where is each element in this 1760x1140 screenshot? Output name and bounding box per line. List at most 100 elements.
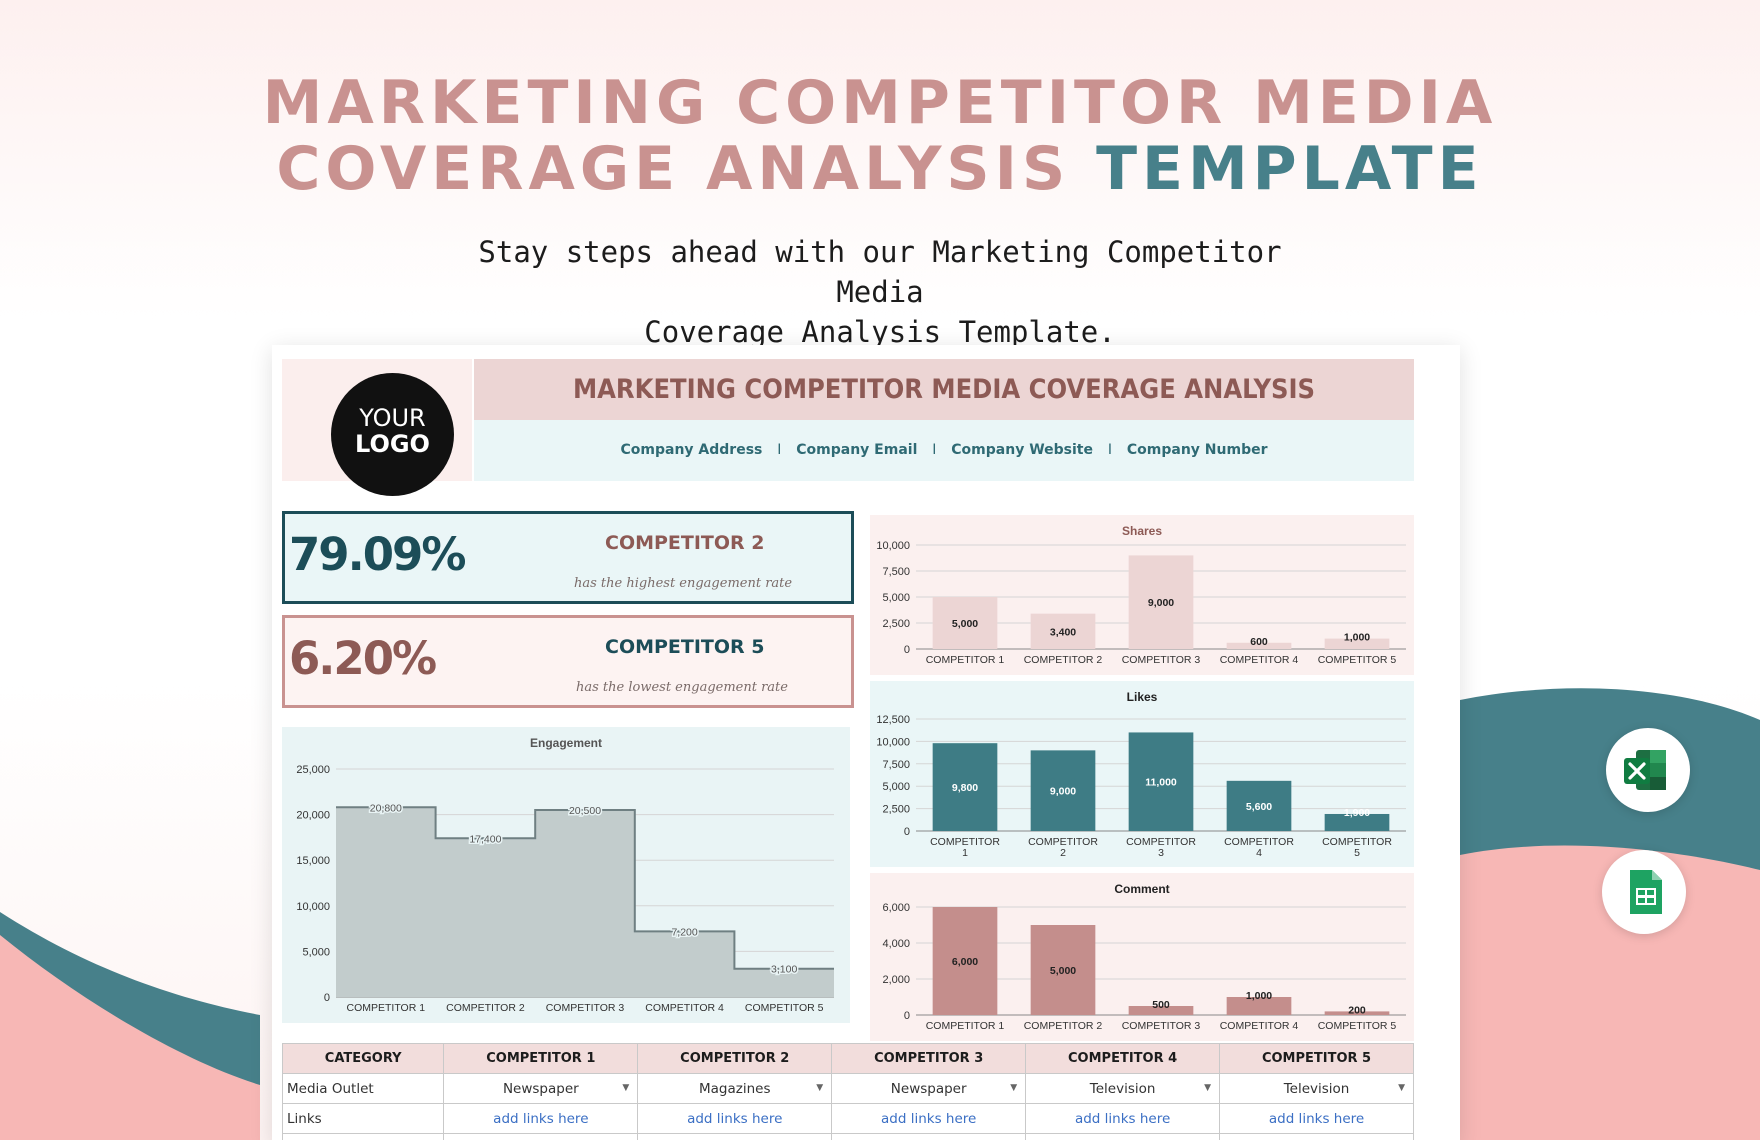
bar (932, 907, 998, 1015)
add-links-link[interactable]: add links here (1219, 1103, 1414, 1134)
bar (1324, 1011, 1390, 1015)
bar (1226, 642, 1292, 649)
chart-svg: Shares 0 2,500 5,000 7,500 10,000 5,000 3,400 9,… (870, 515, 1414, 675)
y-tick-label: 0 (904, 1010, 910, 1022)
bar (1030, 750, 1096, 831)
x-tick-label: COMPETITOR 5 (1318, 654, 1397, 666)
y-tick-label: 2,000 (882, 974, 910, 986)
x-tick-label: COMPETITOR 2 (446, 1002, 525, 1014)
x-tick-label: COMPETITOR 3 (1122, 1020, 1201, 1032)
data-label: 3,400 (1050, 626, 1076, 638)
media-outlet-select[interactable]: Magazines ▼ (637, 1073, 833, 1104)
y-tick-label: 4,000 (882, 938, 910, 950)
dropdown-caret-icon[interactable]: ▼ (1010, 1083, 1018, 1093)
hero-title-line2a: COVERAGE ANALYSIS (276, 134, 1071, 204)
select-value: Magazines (699, 1080, 771, 1097)
bar (1324, 638, 1390, 649)
kpi-competitor: COMPETITOR 5 (605, 636, 765, 658)
chart-svg: Engagement 0 5,000 10,000 15,000 20,000 25,000… (282, 727, 850, 1023)
data-label: 5,000 (952, 618, 978, 630)
separator: I (777, 442, 782, 458)
bar (1128, 1006, 1194, 1015)
bar (1030, 925, 1096, 1015)
dropdown-caret-icon[interactable]: ▼ (622, 1083, 630, 1093)
chart-title: Engagement (530, 736, 602, 750)
google-sheets-badge[interactable] (1602, 850, 1686, 934)
engagement-area (336, 807, 834, 997)
y-tick-label: 5,000 (882, 781, 910, 793)
media-outlet-select[interactable]: Television ▼ (1219, 1073, 1414, 1104)
y-tick-label: 0 (904, 826, 910, 838)
add-links-link[interactable]: add links here (1025, 1103, 1221, 1134)
data-label: 5,600 (1246, 801, 1272, 813)
competitor-table: CATEGORY COMPETITOR 1 COMPETITOR 2 COMPE… (281, 1043, 1414, 1140)
excel-badge[interactable] (1606, 728, 1690, 812)
kpi-value: 79.09% (289, 528, 466, 581)
y-tick-label: 7,500 (882, 566, 910, 578)
dropdown-caret-icon[interactable]: ▼ (816, 1083, 824, 1093)
media-outlet-select[interactable]: Newspaper ▼ (831, 1073, 1027, 1104)
engagement-chart: Engagement 0 5,000 10,000 15,000 20,000 25,000… (282, 727, 850, 1023)
y-tick-label: 20,000 (296, 810, 330, 822)
y-tick-label: 10,000 (296, 901, 330, 913)
x-tick-label: COMPETITOR (1224, 836, 1294, 848)
y-tick-label: 2,500 (882, 804, 910, 816)
add-links-link[interactable]: add links here (831, 1103, 1027, 1134)
row-category: Links (281, 1103, 445, 1134)
shares-chart: Shares 0 2,500 5,000 7,500 10,000 5,000 3,400 9,… (870, 515, 1414, 675)
excel-icon (1624, 750, 1666, 790)
column-header: CATEGORY (281, 1043, 445, 1074)
x-tick-label: COMPETITOR (930, 836, 1000, 848)
media-outlet-select[interactable]: Newspaper ▼ (443, 1073, 639, 1104)
x-tick-label: COMPETITOR 2 (1024, 654, 1103, 666)
engagement-line (336, 806, 834, 970)
separator: I (932, 442, 937, 458)
y-tick-label: 15,000 (296, 855, 330, 867)
table-row: Links add links here add links here add … (281, 1103, 1414, 1134)
add-links-link[interactable]: add links here (637, 1103, 833, 1134)
y-tick-label: 12,500 (876, 714, 910, 726)
x-tick-label: 1 (962, 847, 968, 859)
media-outlet-select[interactable]: Television ▼ (1025, 1073, 1221, 1104)
column-header: COMPETITOR 4 (1025, 1043, 1221, 1074)
select-value: Newspaper (890, 1080, 967, 1097)
data-label: 3,100 (771, 964, 797, 976)
comment-chart: Comment 0 2,000 4,000 6,000 6,000 5,000 500 1,00… (870, 873, 1414, 1041)
x-tick-label: COMPETITOR 1 (347, 1002, 426, 1014)
x-tick-label: 4 (1256, 847, 1262, 859)
data-label: 200 (1348, 1004, 1366, 1016)
dropdown-caret-icon[interactable]: ▼ (1398, 1083, 1405, 1093)
data-label: 9,000 (1148, 597, 1174, 609)
column-header: COMPETITOR 3 (831, 1043, 1027, 1074)
data-label: 5,000 (1050, 965, 1076, 977)
x-tick-label: COMPETITOR 3 (1122, 654, 1201, 666)
x-tick-label: COMPETITOR 5 (1318, 1020, 1397, 1032)
bar (932, 743, 998, 831)
x-tick-label: COMPETITOR 3 (546, 1002, 625, 1014)
select-value: Television (1283, 1080, 1350, 1097)
bar (1226, 780, 1292, 831)
add-links-link[interactable]: add links here (443, 1103, 639, 1134)
select-value: Newspaper (502, 1080, 579, 1097)
x-tick-label: 3 (1158, 847, 1164, 859)
bar (1030, 613, 1096, 649)
data-label: 7,200 (671, 926, 697, 938)
kpi-description: has the highest engagement rate (574, 576, 793, 591)
x-tick-label: COMPETITOR (1322, 836, 1392, 848)
likes-chart: Likes 0 2,500 5,000 7,500 10,000 12,500 9,800 9,… (870, 681, 1414, 867)
y-tick-label: 2,500 (882, 618, 910, 630)
x-tick-label: 5 (1354, 847, 1360, 859)
chart-svg: Comment 0 2,000 4,000 6,000 6,000 5,000 500 1,00… (870, 873, 1414, 1041)
hero-subtitle-line2: Coverage Analysis Template. (644, 315, 1116, 349)
bar (1226, 997, 1292, 1015)
data-label: 600 (1250, 636, 1268, 648)
dropdown-caret-icon[interactable]: ▼ (1204, 1083, 1212, 1093)
column-header: COMPETITOR 2 (637, 1043, 833, 1074)
x-tick-label: COMPETITOR 5 (745, 1002, 824, 1014)
y-tick-label: 7,500 (882, 759, 910, 771)
kpi-lowest-engagement: 6.20% COMPETITOR 5 has the lowest engage… (282, 615, 854, 708)
logo-cell: YOUR LOGO (282, 359, 472, 496)
data-label: 20,800 (370, 802, 402, 814)
left-pink-wave (0, 935, 260, 1140)
